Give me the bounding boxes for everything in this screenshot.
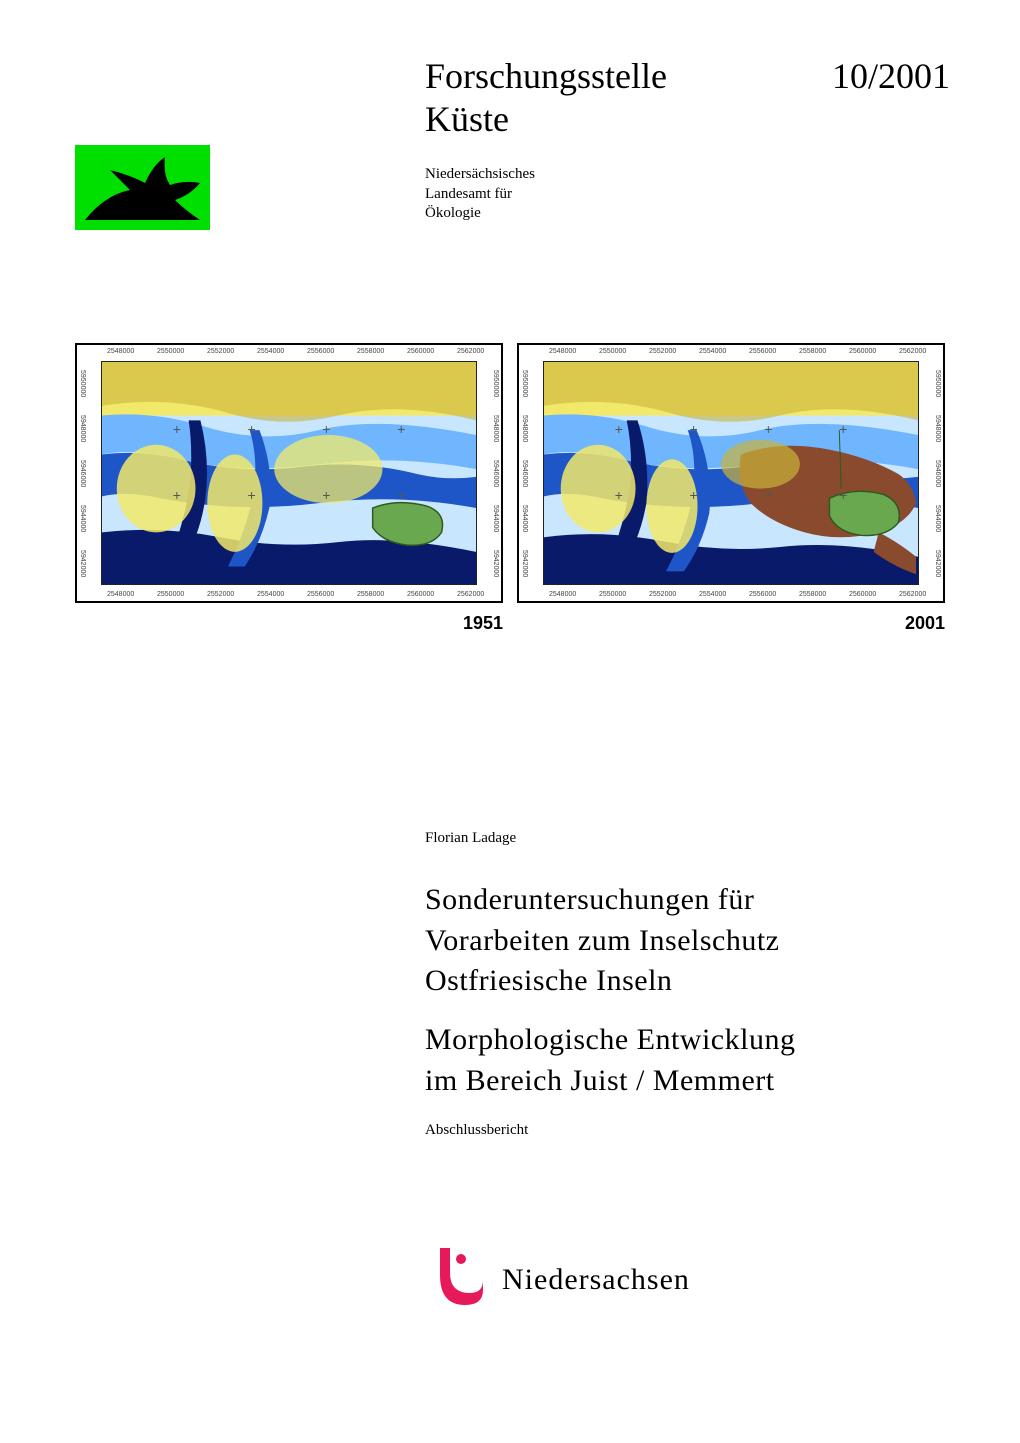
report-title-1: Sonderuntersuchungen für Vorarbeiten zum… [425,880,780,1002]
x-tick: 2554000 [699,591,726,598]
footer-logo: Niedersachsen [425,1245,690,1315]
y-tick: 5948000 [521,415,528,442]
x-tick: 2562000 [899,348,926,355]
y-tick: 5950000 [79,370,86,397]
x-tick: 2558000 [357,591,384,598]
x-tick: 2554000 [257,591,284,598]
x-tick: 2556000 [307,591,334,598]
y-tick: 5946000 [521,460,528,487]
agency-line3: Ökologie [425,205,481,221]
x-tick: 2550000 [157,348,184,355]
x-tick: 2548000 [107,348,134,355]
x-tick: 2560000 [407,591,434,598]
agency-line2: Landesamt für [425,186,512,202]
x-tick: 2556000 [307,348,334,355]
y-tick: 5946000 [492,460,499,487]
x-tick: 2550000 [599,591,626,598]
report-title-2: Morphologische Entwicklung im Bereich Ju… [425,1020,795,1101]
x-tick: 2560000 [849,348,876,355]
agency-line1: Niedersächsisches [425,166,535,182]
x-tick: 2550000 [599,348,626,355]
y-tick: 5942000 [934,550,941,577]
x-tick: 2550000 [157,591,184,598]
bathymetry-map-1951: + + + + + + + + [101,361,477,585]
title2-line1: Morphologische Entwicklung [425,1023,795,1056]
x-tick: 2556000 [749,591,776,598]
x-tick: 2560000 [407,348,434,355]
report-type: Abschlussbericht [425,1122,528,1139]
y-tick: 5950000 [492,370,499,397]
title-line2: Küste [425,99,509,139]
title2-line2: im Bereich Juist / Memmert [425,1064,775,1097]
y-tick: 5948000 [492,415,499,442]
map-year-1951: 1951 [75,613,503,634]
page-title: Forschungsstelle Küste [425,55,667,141]
agency-name: Niedersächsisches Landesamt für Ökologie [425,165,535,224]
x-tick: 2560000 [849,591,876,598]
x-tick: 2562000 [457,591,484,598]
x-tick: 2552000 [207,348,234,355]
y-tick: 5948000 [934,415,941,442]
footer-text: Niedersachsen [502,1263,690,1297]
x-tick: 2548000 [549,348,576,355]
y-tick: 5948000 [79,415,86,442]
y-tick: 5942000 [79,550,86,577]
x-tick: 2552000 [649,591,676,598]
x-tick: 2548000 [549,591,576,598]
title1-line1: Sonderuntersuchungen für [425,883,754,916]
x-tick: 2558000 [357,348,384,355]
x-tick: 2556000 [749,348,776,355]
author: Florian Ladage [425,830,516,847]
title-line1: Forschungsstelle [425,56,667,96]
agency-logo [75,145,210,230]
bathymetry-map-2001: + + + + + + + + [543,361,919,585]
niedersachsen-icon [425,1245,487,1315]
title1-line2: Vorarbeiten zum Inselschutz [425,924,780,957]
map-year-2001: 2001 [517,613,945,634]
y-tick: 5950000 [521,370,528,397]
y-tick: 5950000 [934,370,941,397]
issue-number: 10/2001 [832,55,950,97]
y-tick: 5944000 [79,505,86,532]
map-1951: 2548000 2550000 2552000 2554000 2556000 … [75,343,503,634]
x-tick: 2558000 [799,348,826,355]
x-tick: 2558000 [799,591,826,598]
y-tick: 5944000 [521,505,528,532]
x-tick: 2552000 [649,348,676,355]
y-tick: 5942000 [521,550,528,577]
y-tick: 5946000 [79,460,86,487]
x-tick: 2562000 [899,591,926,598]
x-tick: 2562000 [457,348,484,355]
map-2001: 2548000 2550000 2552000 2554000 2556000 … [517,343,945,634]
x-tick: 2554000 [699,348,726,355]
y-tick: 5944000 [934,505,941,532]
y-tick: 5946000 [934,460,941,487]
title1-line3: Ostfriesische Inseln [425,964,672,997]
x-tick: 2554000 [257,348,284,355]
x-tick: 2552000 [207,591,234,598]
y-tick: 5942000 [492,550,499,577]
x-tick: 2548000 [107,591,134,598]
y-tick: 5944000 [492,505,499,532]
